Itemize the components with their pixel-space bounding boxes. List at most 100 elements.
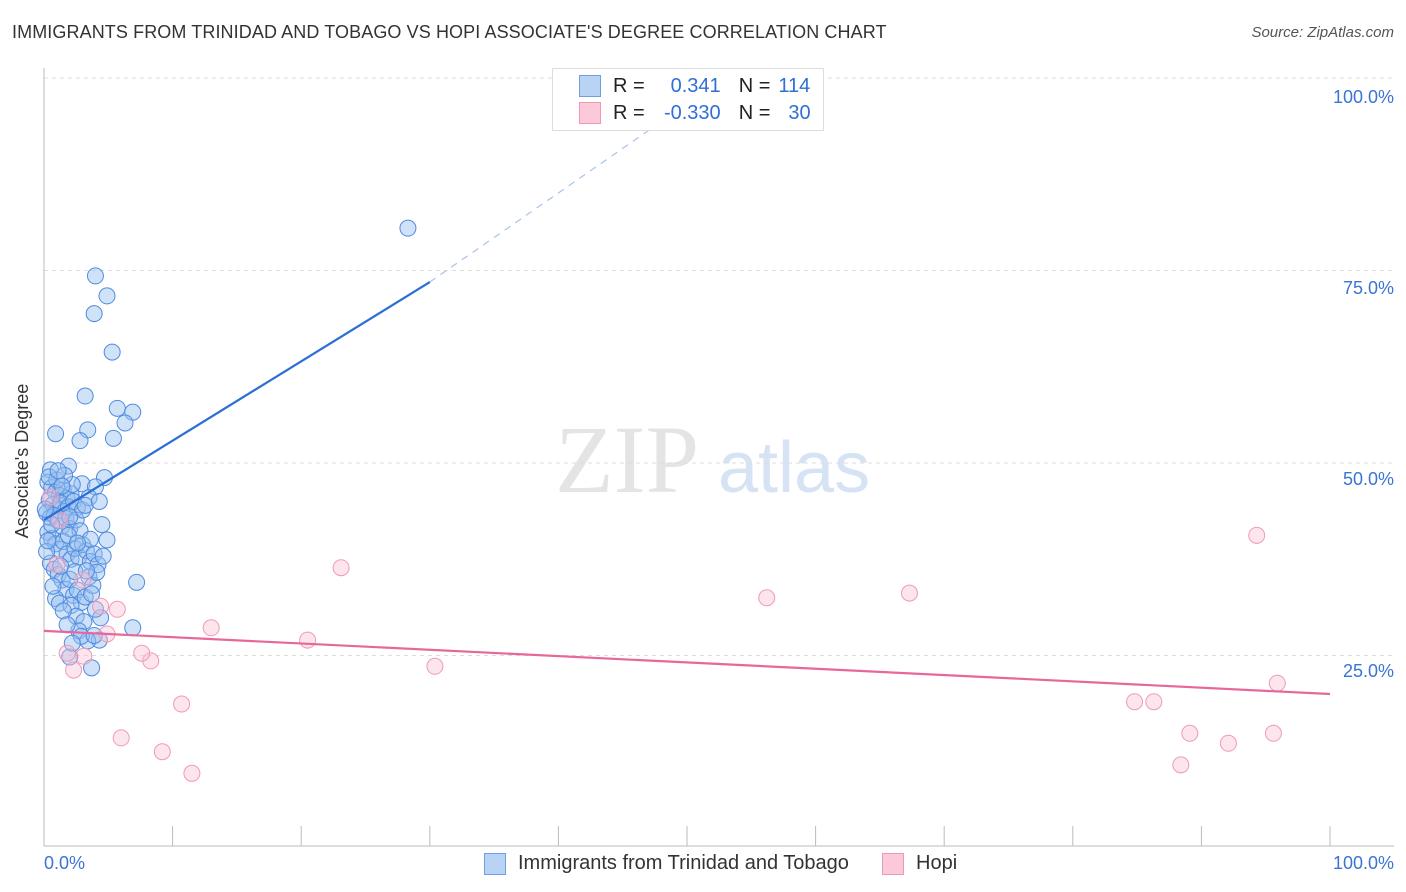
- chart-title: IMMIGRANTS FROM TRINIDAD AND TOBAGO VS H…: [12, 22, 887, 42]
- hopi-point: [173, 695, 191, 713]
- y-tick-25: 25.0%: [1342, 661, 1394, 681]
- trinidad-point: [92, 609, 110, 627]
- hopi-point: [1248, 526, 1266, 544]
- trinidad-point: [399, 219, 417, 237]
- trinidad-point: [49, 462, 67, 480]
- y-axis-label: Associate's Degree: [12, 384, 32, 539]
- hopi-point: [41, 488, 59, 506]
- hopi-point: [153, 743, 171, 761]
- x-tick-max: 100.0%: [1332, 853, 1394, 873]
- hopi-point: [900, 584, 918, 602]
- trinidad-point: [38, 543, 56, 561]
- trinidad-point: [128, 573, 146, 591]
- hopi-point: [133, 644, 151, 662]
- n-value: 30: [788, 101, 811, 124]
- trinidad-point: [76, 496, 94, 514]
- r-value: -0.330: [663, 101, 721, 124]
- hopi-point: [758, 589, 776, 607]
- trinidad-point: [75, 613, 93, 631]
- trinidad-point: [103, 343, 121, 361]
- hopi-point: [299, 631, 317, 649]
- hopi-point: [74, 571, 92, 589]
- trinidad-point: [124, 619, 142, 637]
- bottom-legend-pink: Hopi: [882, 852, 957, 875]
- trinidad-point: [58, 616, 76, 634]
- y-tick-75: 75.0%: [1342, 278, 1394, 298]
- legend-row-blue: R = 0.341 N = 114: [579, 73, 810, 99]
- trinidad-point: [86, 267, 104, 285]
- trinidad-point: [54, 602, 72, 620]
- trinidad-point: [86, 600, 104, 618]
- hopi-point: [1219, 734, 1237, 752]
- trinidad-point: [98, 287, 116, 305]
- legend-label: Hopi: [916, 852, 958, 874]
- hopi-point: [75, 647, 93, 665]
- hopi-point: [48, 556, 66, 574]
- x-tick-min: 0.0%: [44, 853, 86, 873]
- hopi-point: [1264, 724, 1282, 742]
- hopi-point: [1126, 693, 1144, 711]
- hopi-point: [426, 657, 444, 675]
- y-tick-100: 100.0%: [1332, 87, 1394, 107]
- trinidad-point: [53, 477, 71, 495]
- trinidad-trend-line: [43, 281, 431, 521]
- hopi-point: [108, 600, 126, 618]
- legend-swatch-blue: [579, 75, 601, 97]
- n-label: N =: [738, 74, 771, 97]
- trinidad-point: [81, 530, 99, 548]
- hopi-point: [65, 661, 83, 679]
- r-label: R =: [613, 74, 645, 97]
- hopi-point: [1181, 724, 1199, 742]
- hopi-point: [1172, 756, 1190, 774]
- legend-swatch-pink: [579, 102, 601, 124]
- watermark-zip: ZIP: [555, 406, 699, 513]
- source-label: Source: ZipAtlas.com: [1251, 24, 1394, 41]
- hopi-point: [202, 619, 220, 637]
- hopi-point: [58, 644, 76, 662]
- trinidad-point: [61, 508, 79, 526]
- hopi-point: [1268, 674, 1286, 692]
- legend-swatch-pink: [882, 852, 904, 875]
- trinidad-point: [40, 468, 58, 486]
- hopi-point: [183, 764, 201, 782]
- trinidad-point: [44, 577, 62, 595]
- r-label: R =: [613, 101, 645, 124]
- trinidad-point: [59, 457, 77, 475]
- hopi-trend-line: [43, 629, 1331, 696]
- trinidad-point: [108, 399, 126, 417]
- r-value: 0.341: [670, 74, 721, 97]
- trinidad-point: [98, 531, 116, 549]
- trinidad-point: [90, 493, 108, 510]
- hopi-point: [332, 559, 350, 577]
- trinidad-point: [68, 534, 86, 552]
- hopi-point: [92, 597, 110, 615]
- legend: R = 0.341 N = 114 R = -0.330 N = 30: [552, 68, 824, 131]
- n-label: N =: [738, 101, 771, 124]
- trinidad-point: [39, 532, 57, 550]
- n-value: 114: [778, 74, 811, 97]
- trinidad-point: [76, 387, 94, 405]
- trinidad-point: [84, 576, 102, 594]
- legend-label: Immigrants from Trinidad and Tobago: [518, 852, 849, 874]
- trinidad-point: [85, 305, 103, 323]
- bottom-legend-blue: Immigrants from Trinidad and Tobago: [484, 852, 849, 875]
- y-tick-50: 50.0%: [1342, 469, 1394, 489]
- trinidad-point: [93, 516, 111, 534]
- trinidad-point: [63, 634, 81, 652]
- trinidad-point: [94, 547, 112, 565]
- hopi-point: [112, 729, 130, 747]
- watermark-atlas: atlas: [718, 428, 870, 508]
- hopi-point: [1145, 693, 1163, 711]
- legend-row-pink: R = -0.330 N = 30: [579, 100, 811, 126]
- hopi-point: [50, 511, 68, 529]
- trinidad-point: [116, 414, 134, 432]
- trinidad-point: [47, 425, 65, 443]
- trinidad-point: [73, 475, 91, 493]
- legend-swatch-blue: [484, 852, 506, 875]
- trinidad-point: [104, 429, 122, 447]
- trinidad-point: [71, 432, 89, 450]
- trinidad-point: [85, 626, 103, 644]
- trinidad-point: [77, 562, 95, 580]
